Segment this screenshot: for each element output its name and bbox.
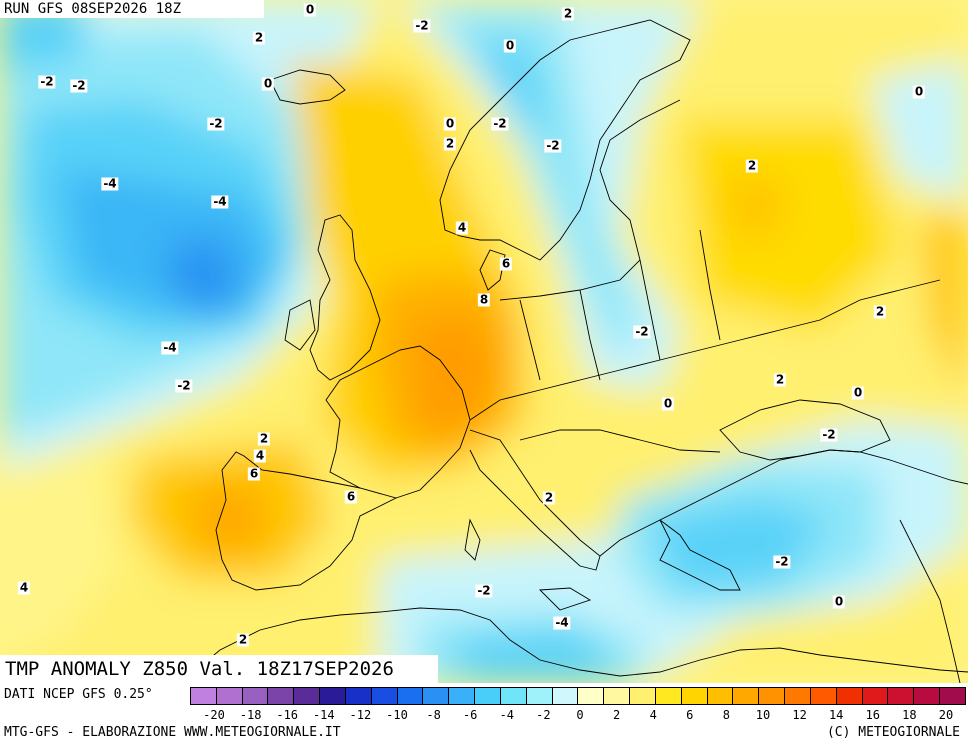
color-scale-tick: -20 <box>203 708 225 722</box>
contour-label: -4 <box>211 194 229 209</box>
contour-label: -2 <box>544 138 562 153</box>
color-swatch <box>655 688 682 704</box>
color-scale-bar <box>190 687 966 705</box>
contour-label: 4 <box>455 220 469 235</box>
contour-label: 6 <box>344 489 358 504</box>
color-swatch <box>268 688 295 704</box>
credit-right: (C) METEOGIORNALE <box>826 725 960 740</box>
contour-label: 2 <box>257 431 271 446</box>
color-swatch <box>242 688 269 704</box>
color-swatch <box>940 688 965 704</box>
color-scale-tick: -6 <box>462 708 478 722</box>
color-scale-tick: 16 <box>865 708 881 722</box>
color-swatch <box>810 688 837 704</box>
color-scale-tick: 6 <box>686 708 694 722</box>
color-swatch <box>733 688 760 704</box>
contour-label: 0 <box>851 385 865 400</box>
contour-label: 2 <box>745 158 759 173</box>
color-scale-tick: -14 <box>312 708 335 722</box>
contour-label: 2 <box>252 30 266 45</box>
color-swatch <box>862 688 889 704</box>
contour-label: -4 <box>553 615 571 630</box>
contour-label: 2 <box>873 304 887 319</box>
contour-label: 0 <box>503 38 517 53</box>
contour-label: 2 <box>443 136 457 151</box>
contour-label: -2 <box>491 116 509 131</box>
contour-label: -2 <box>820 427 838 442</box>
contour-label: 8 <box>477 292 491 307</box>
credit-left: MTG-GFS - ELABORAZIONE WWW.METEOGIORNALE… <box>4 725 341 740</box>
contour-label: -2 <box>207 116 225 131</box>
color-scale-tick: -2 <box>536 708 551 722</box>
color-scale-tick: 0 <box>576 708 584 722</box>
color-scale-tick: 12 <box>792 708 807 722</box>
color-scale-tick: 18 <box>902 708 917 722</box>
color-swatch <box>681 688 708 704</box>
color-swatch <box>914 688 941 704</box>
color-scale-ticks: -20 -18 -16 -14 -12 -10 -8 -6 -4 -2 0 2 4 6 8 10 12 14 16 1… <box>190 708 966 722</box>
color-swatch <box>345 688 372 704</box>
color-scale-tick: -10 <box>386 708 408 722</box>
color-swatch <box>836 688 863 704</box>
contour-label: -4 <box>101 176 119 191</box>
color-scale-tick: 4 <box>649 708 657 722</box>
contour-label: 0 <box>261 76 275 91</box>
color-swatch <box>759 688 786 704</box>
color-swatch <box>191 688 217 704</box>
data-source: DATI NCEP GFS 0.25° <box>4 687 153 702</box>
contour-label: -2 <box>175 378 193 393</box>
color-swatch <box>320 688 346 704</box>
contour-label: -2 <box>475 583 493 598</box>
color-swatch <box>552 688 579 704</box>
color-swatch <box>526 688 553 704</box>
color-scale-tick: 14 <box>828 708 844 722</box>
color-swatch <box>578 688 605 704</box>
color-swatch <box>707 688 734 704</box>
color-swatch <box>397 688 424 704</box>
color-scale-tick: 20 <box>938 708 954 722</box>
contour-label: 0 <box>303 2 317 17</box>
footer: DATI NCEP GFS 0.25° -20 -18 -16 -14 -12 -10 -8… <box>0 683 968 745</box>
color-scale-tick: 10 <box>755 708 771 722</box>
contour-label: -4 <box>161 340 179 355</box>
color-scale-tick: -4 <box>499 708 515 722</box>
contour-label: -2 <box>38 74 56 89</box>
contour-label: 6 <box>247 466 261 481</box>
color-swatch <box>423 688 450 704</box>
contour-label: 0 <box>443 116 457 131</box>
contour-label: 0 <box>661 396 675 411</box>
color-swatch <box>449 688 476 704</box>
map-title: TMP ANOMALY Z850 Val. 18Z17SEP2026 <box>0 655 438 683</box>
color-scale-tick: -8 <box>426 708 441 722</box>
contour-label: 2 <box>236 632 250 647</box>
color-scale-tick: -18 <box>239 708 262 722</box>
color-scale-tick: 8 <box>722 708 731 722</box>
contour-label: 2 <box>773 372 787 387</box>
contour-label: 0 <box>912 84 926 99</box>
contour-label: -2 <box>70 78 88 93</box>
contour-label: 2 <box>542 490 556 505</box>
color-swatch <box>630 688 656 704</box>
color-swatch <box>216 688 243 704</box>
run-info: RUN GFS 08SEP2026 18Z <box>0 0 264 18</box>
color-swatch <box>294 688 321 704</box>
contour-label: 4 <box>17 580 31 595</box>
color-swatch <box>604 688 631 704</box>
contour-label: 2 <box>561 6 575 21</box>
color-swatch <box>475 688 501 704</box>
color-swatch <box>371 688 398 704</box>
contour-label: -2 <box>413 18 431 33</box>
color-scale-tick: -12 <box>349 708 372 722</box>
color-swatch <box>500 688 527 704</box>
temperature-anomaly-map <box>0 0 968 683</box>
contour-label: 0 <box>832 594 846 609</box>
contour-label: -2 <box>773 554 791 569</box>
color-swatch <box>785 688 811 704</box>
color-scale-tick: 2 <box>612 708 621 722</box>
contour-label: 6 <box>499 256 513 271</box>
contour-label: -2 <box>633 324 651 339</box>
color-swatch <box>888 688 915 704</box>
contour-label: 4 <box>253 448 267 463</box>
color-scale-tick: -16 <box>276 708 299 722</box>
